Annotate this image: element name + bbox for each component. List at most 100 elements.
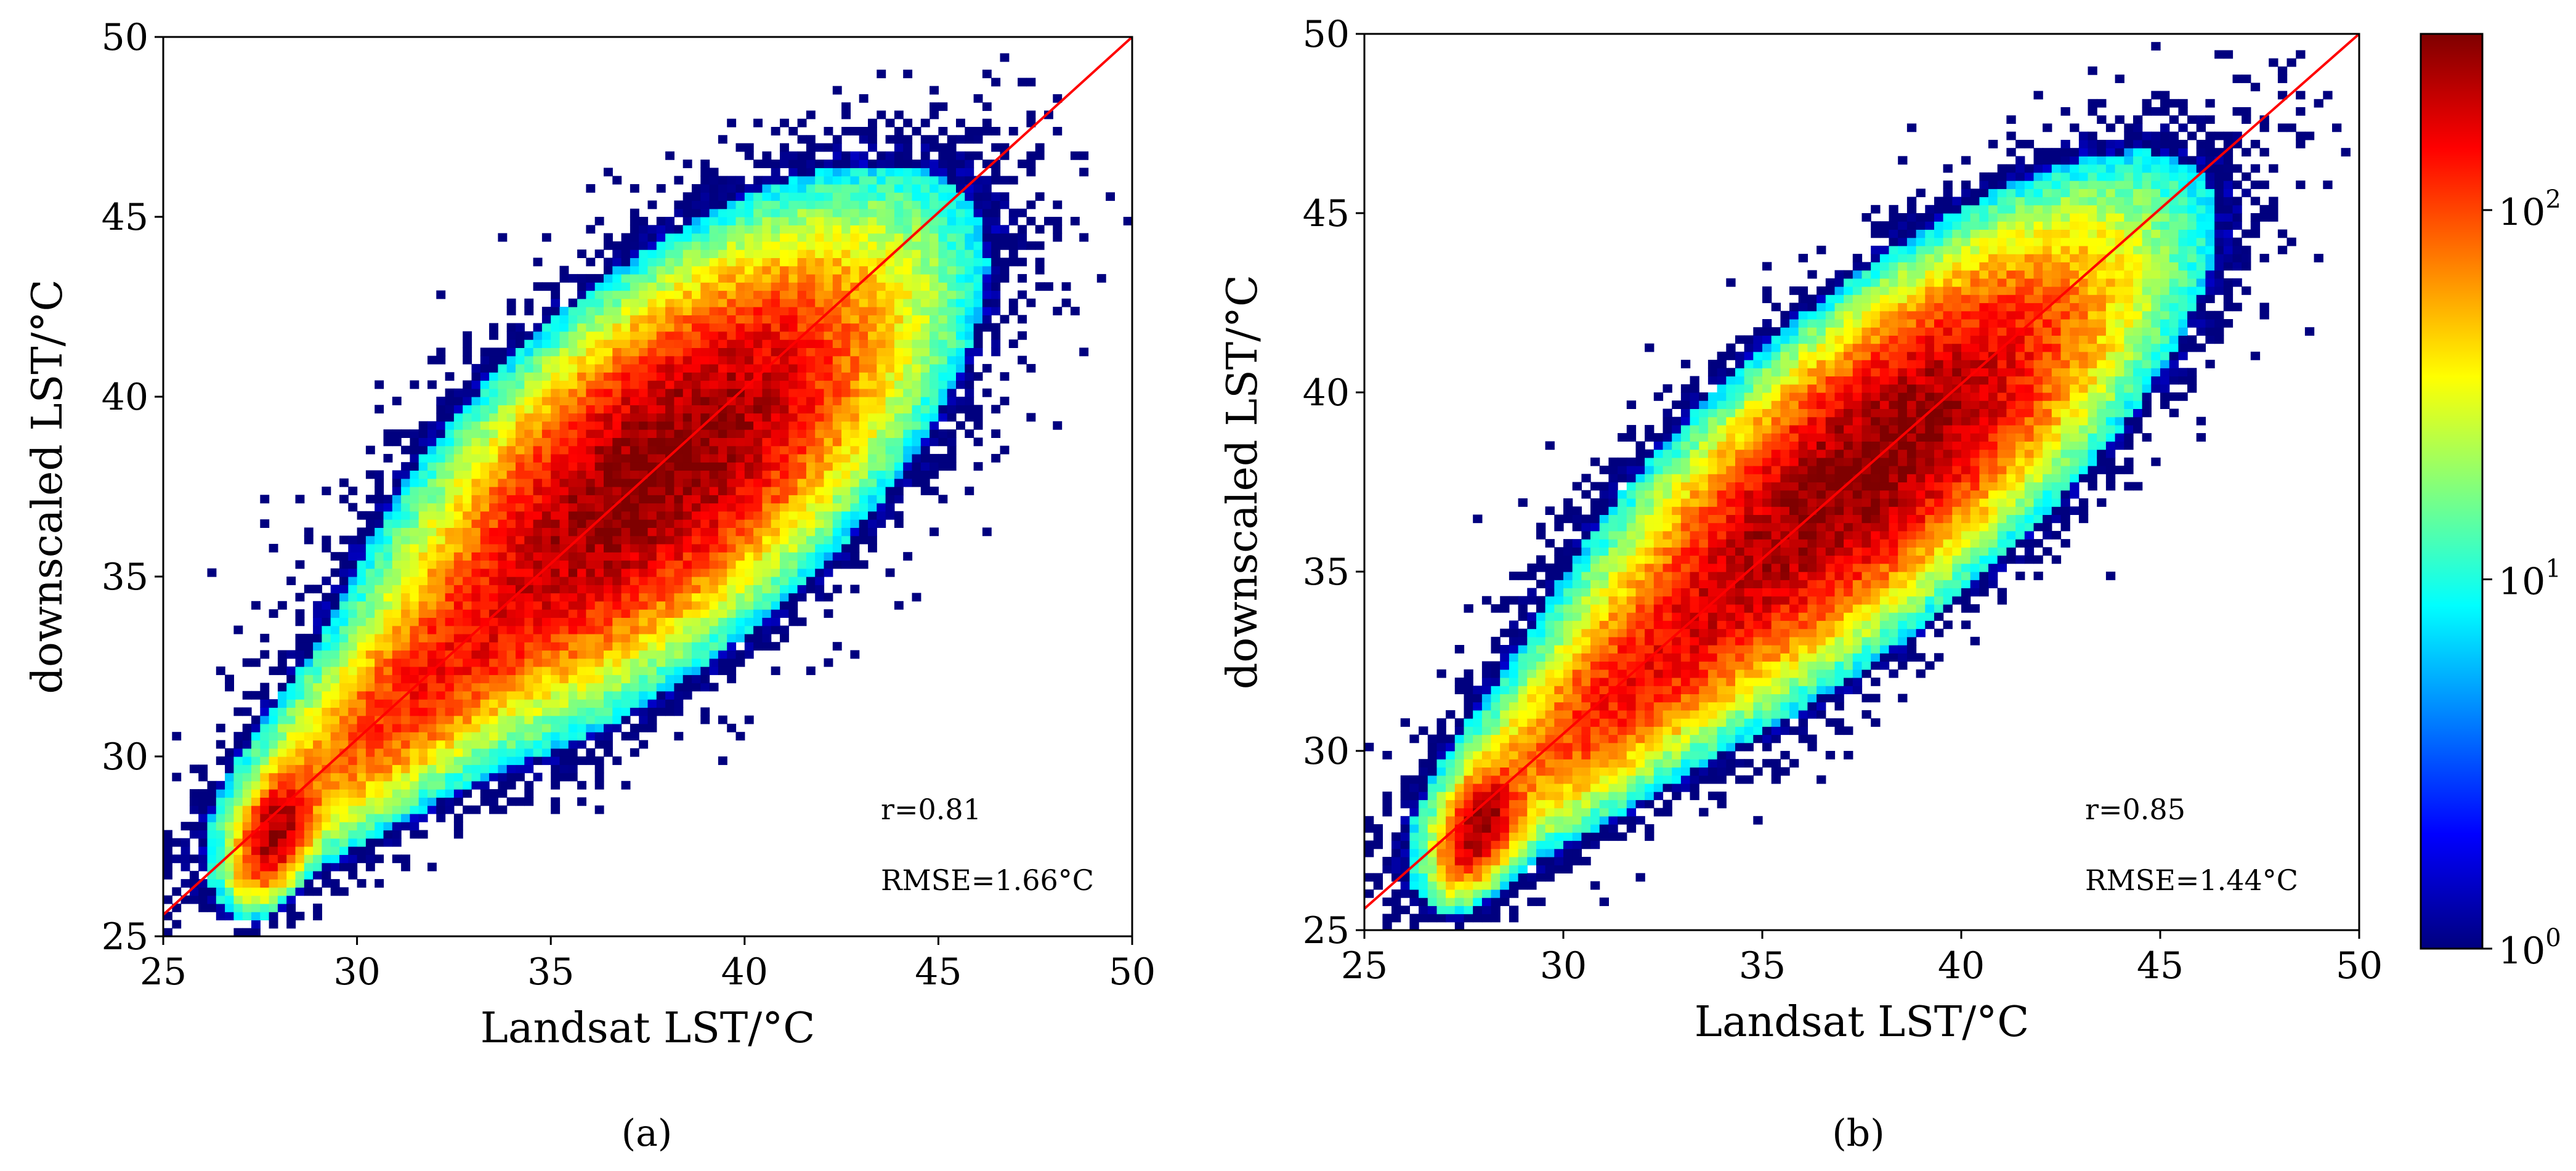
density-cell (163, 928, 172, 937)
density-cell (436, 552, 446, 561)
density-cell (920, 355, 930, 365)
density-cell (339, 789, 349, 798)
density-cell (365, 740, 375, 749)
density-cell (1473, 759, 1483, 768)
density-cell (489, 625, 498, 634)
density-cell (516, 642, 525, 651)
density-cell (551, 642, 561, 651)
density-cell (647, 691, 657, 700)
density-cell (260, 838, 270, 847)
density-cell (903, 347, 913, 357)
density-cell (665, 617, 674, 626)
density-cell (647, 633, 657, 642)
density-cell (850, 355, 860, 365)
density-cell (965, 355, 974, 365)
density-cell (242, 813, 252, 822)
density-cell (551, 650, 561, 659)
density-cell (445, 495, 455, 504)
density-cell (674, 453, 684, 463)
density-cell (586, 658, 596, 667)
density-cell (735, 609, 745, 618)
density-cell (260, 699, 270, 708)
density-cell (559, 756, 569, 765)
density-cell (568, 421, 578, 430)
density-cell (815, 552, 825, 561)
density-cell (480, 691, 490, 700)
density-cell (965, 257, 974, 267)
density-cell (498, 413, 508, 422)
density-cell (533, 388, 543, 397)
density-cell (445, 511, 455, 520)
density-cell (727, 265, 737, 275)
density-cell (295, 805, 305, 814)
density-cell (692, 633, 701, 642)
density-cell (586, 363, 596, 373)
density-cell (568, 511, 578, 520)
density-cell (682, 160, 692, 168)
density-cell (604, 560, 613, 569)
density-cell (744, 265, 754, 275)
density-cell (674, 388, 684, 397)
density-cell (868, 192, 877, 201)
density-cell (401, 822, 410, 831)
density-cell (586, 633, 596, 642)
density-cell (1382, 897, 1392, 906)
density-cell (744, 552, 754, 561)
density-cell (418, 487, 428, 495)
density-cell (647, 241, 657, 250)
density-cell (647, 658, 657, 667)
density-cell (277, 838, 287, 847)
density-cell (498, 445, 508, 455)
density-cell (1409, 889, 1419, 898)
density-cell (850, 217, 860, 225)
density-cell (383, 633, 393, 642)
density-cell (621, 585, 631, 594)
density-cell (568, 633, 578, 642)
density-cell (806, 667, 816, 675)
density-cell (824, 265, 833, 275)
density-cell (771, 217, 780, 225)
density-cell (824, 372, 833, 381)
density-cell (506, 723, 516, 732)
density-cell (700, 585, 710, 594)
density-cell (903, 339, 913, 348)
density-cell (930, 307, 939, 315)
density-cell (383, 813, 393, 822)
density-cell (735, 633, 745, 642)
density-cell (824, 658, 833, 667)
density-cell (348, 854, 358, 864)
density-cell (762, 176, 772, 185)
density-cell (832, 290, 842, 299)
density-cell (682, 495, 692, 504)
density-cell (744, 527, 754, 537)
density-cell (1409, 808, 1419, 817)
density-cell (1018, 355, 1027, 365)
density-cell (269, 895, 278, 904)
density-cell (709, 265, 719, 275)
density-cell (920, 192, 930, 201)
density-cell (744, 453, 754, 463)
density-cell (260, 830, 270, 839)
density-cell (965, 315, 974, 324)
density-cell (965, 249, 974, 258)
density-cell (1481, 857, 1492, 865)
density-cell (762, 184, 772, 193)
density-cell (586, 421, 596, 430)
density-cell (463, 397, 472, 405)
density-cell (277, 756, 287, 765)
density-cell (1079, 233, 1089, 242)
density-cell (877, 168, 886, 177)
density-cell (348, 822, 358, 831)
density-cell (912, 437, 921, 447)
density-cell (718, 372, 727, 381)
density-cell (357, 838, 367, 847)
density-cell (930, 200, 939, 209)
density-cell (630, 265, 639, 275)
density-cell (718, 593, 727, 602)
density-cell (780, 568, 789, 577)
density-cell (700, 315, 710, 324)
density-cell (753, 511, 763, 520)
density-cell (1481, 906, 1492, 915)
density-cell (780, 339, 789, 348)
density-cell (771, 241, 780, 250)
